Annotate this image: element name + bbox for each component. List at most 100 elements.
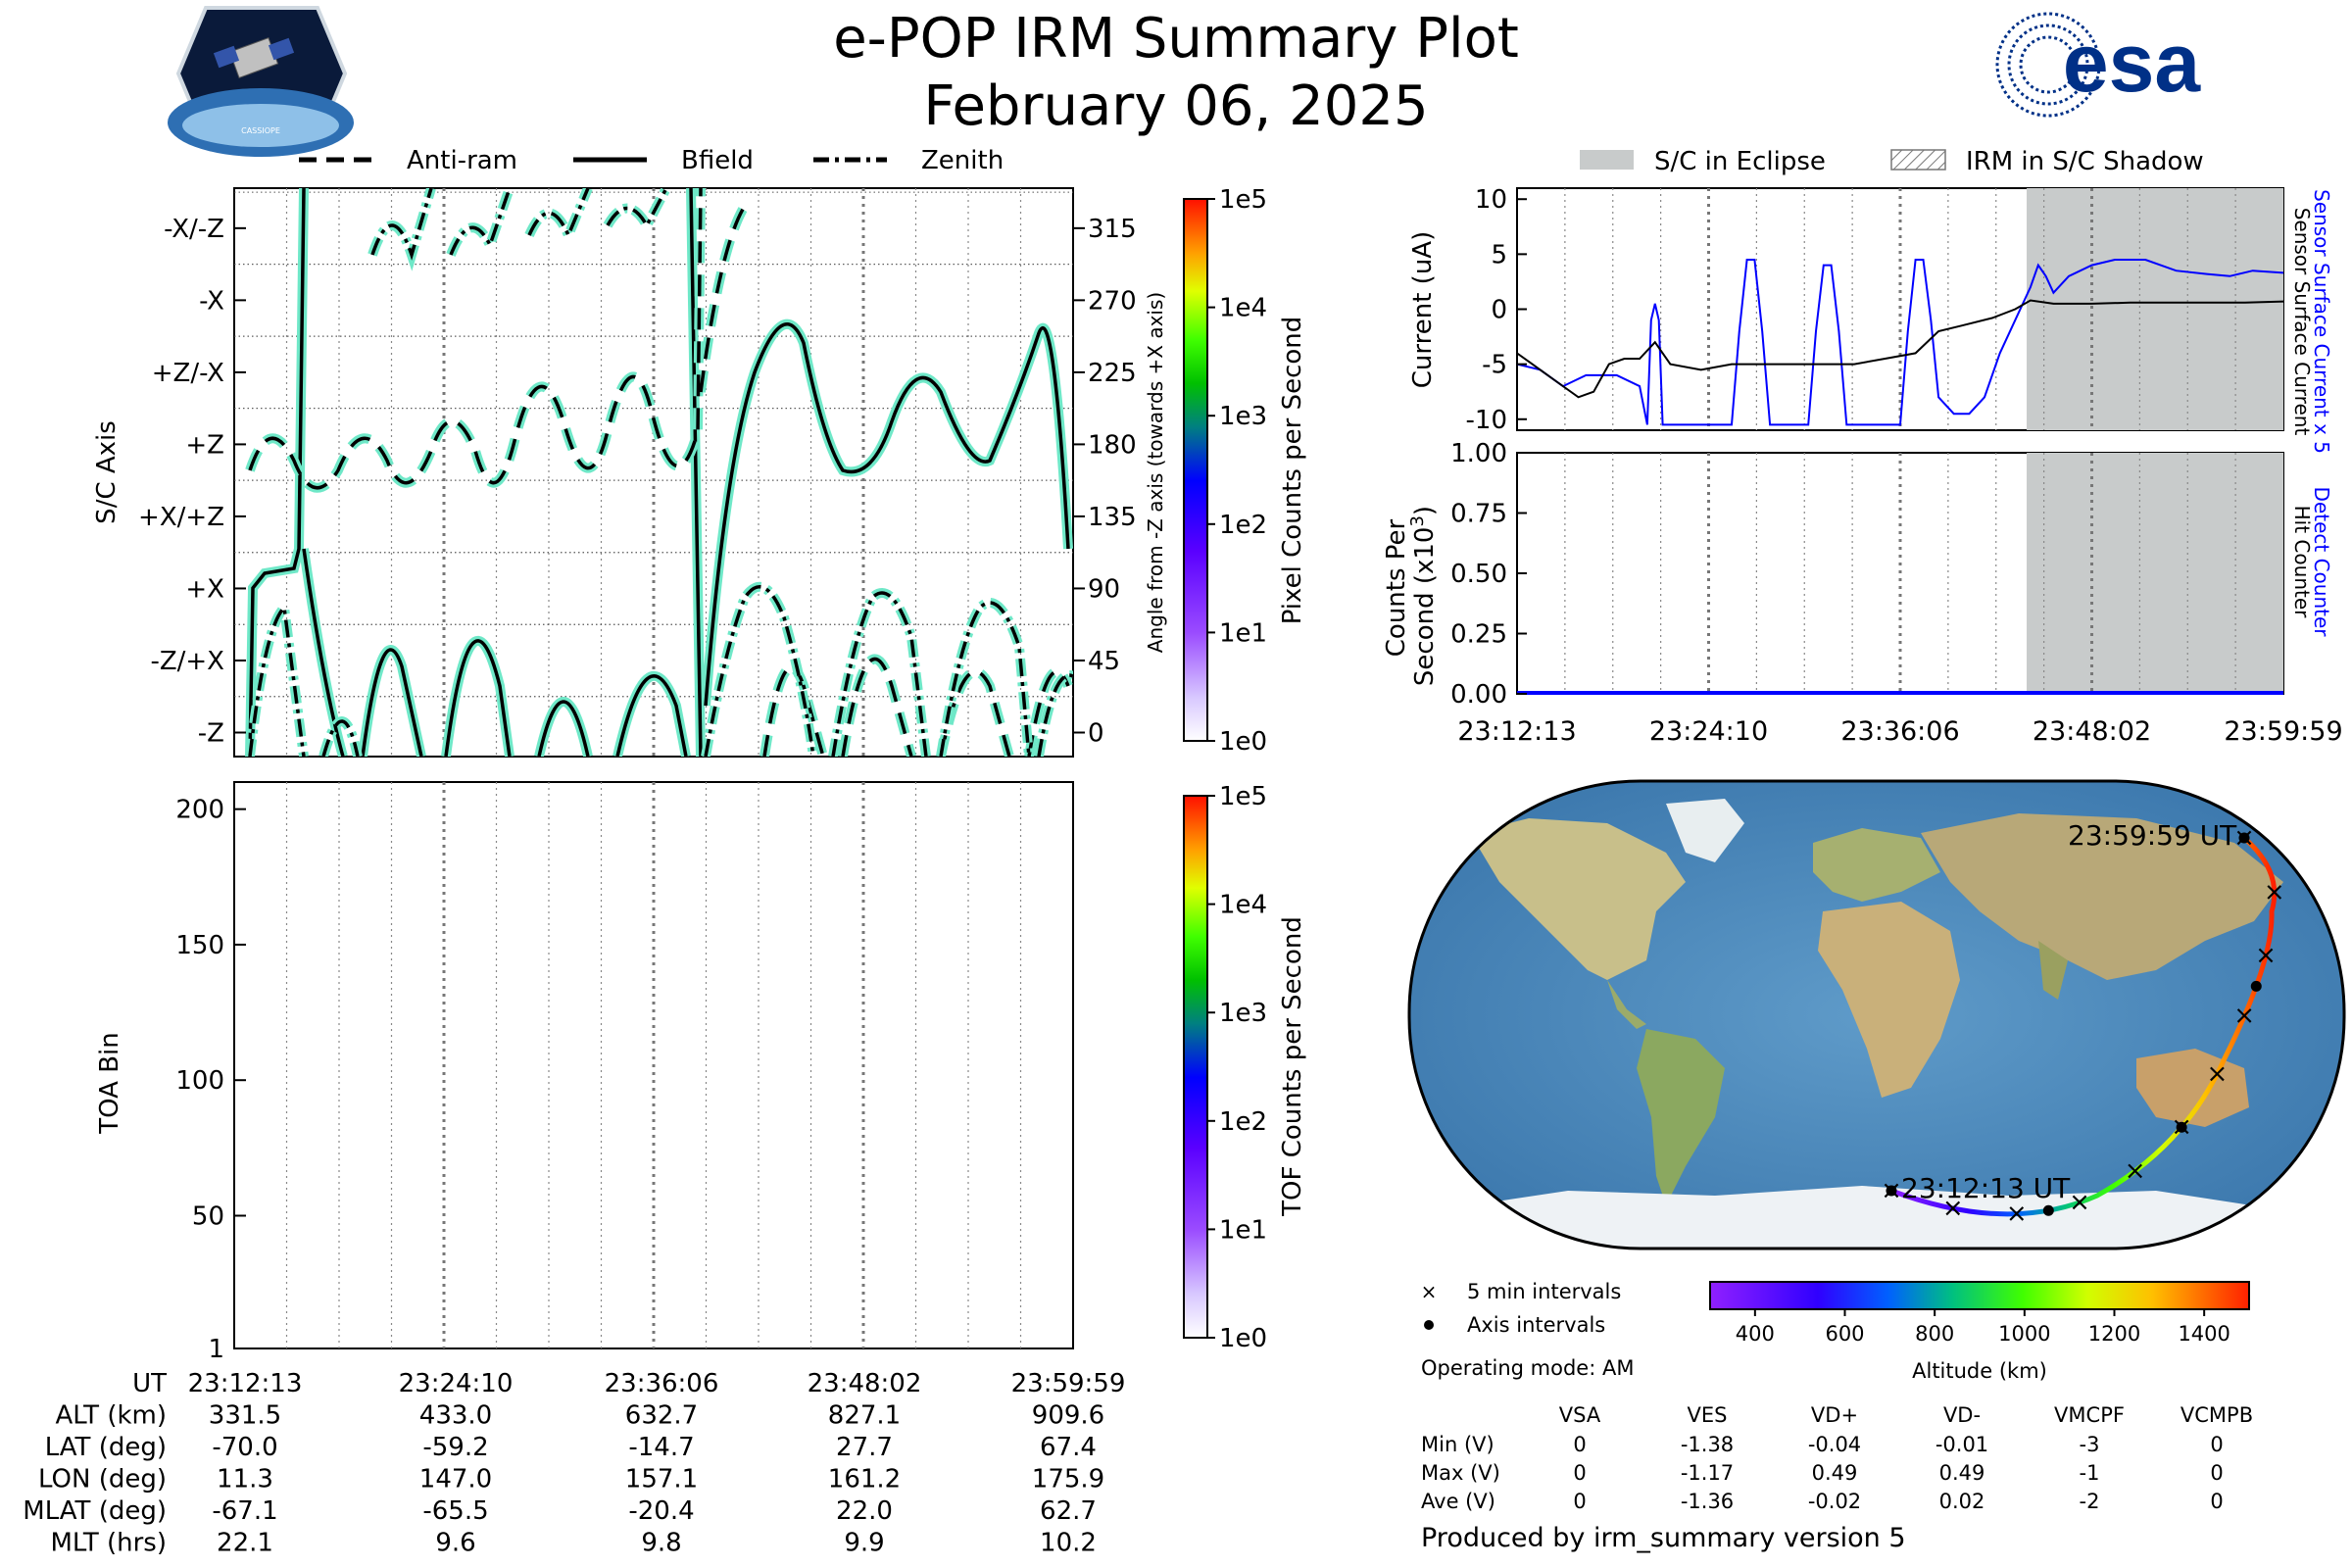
time-tick-label: 23:36:06 [1840,716,1959,747]
toa-tick-label: 100 [175,1066,224,1096]
counts-tick-label: 0.25 [1450,620,1507,650]
voltage-cell: -1.38 [1681,1433,1734,1456]
toa-tick-label: 1 [208,1335,224,1364]
altitude-tick-label: 1200 [2088,1322,2140,1346]
axis-panel: -X/-Z -X +Z/-X +Z +X/+Z +X -Z/+X -Z 315 270 225 18… [92,187,1167,758]
axis-interval-marker [1886,1185,1897,1197]
orbit-row-label: LAT (deg) [45,1433,167,1462]
orbit-cell: 23:24:10 [399,1369,514,1398]
toa-tick-label: 150 [175,931,224,960]
orbit-cell: 175.9 [1032,1465,1104,1494]
sensor-current-line [1517,299,2283,399]
colorbar-tick-label: 1e0 [1219,727,1267,757]
axis-right-tick-label: 315 [1088,215,1137,244]
voltage-cell: -1.17 [1681,1461,1734,1485]
operating-mode: Operating mode: AM [1421,1356,1634,1380]
orbit-cell: -20.4 [628,1496,694,1526]
voltage-row-label: Max (V) [1421,1461,1500,1485]
voltage-row-label: Ave (V) [1421,1490,1495,1513]
voltage-header: VD- [1943,1403,1981,1427]
map-legend-5min: 5 min intervals [1467,1280,1621,1303]
colorbar-tick-label: 1e3 [1219,999,1267,1028]
axis-left-tick-label: -Z/+X [150,647,224,676]
five-min-marker: × [2255,941,2277,970]
current-tick-label: 0 [1491,296,1507,325]
legend-anti-ram-label: Anti-ram [407,146,517,175]
cassiope-logo-text: CASSIOPE [241,126,280,135]
orbit-cell: -70.0 [212,1433,277,1462]
axis-left-tick-label: +Z/-X [152,359,224,388]
orbit-cell: 23:59:59 [1011,1369,1126,1398]
axis-left-tick-label: -Z [198,718,224,748]
legend-eclipse-label: S/C in Eclipse [1654,147,1826,176]
attitude-antiram-line [248,188,1070,757]
pixel-colorbar: 1e5 1e4 1e3 1e2 1e1 1e0 Pixel Counts per Seco… [1183,185,1307,757]
axis-left-tick-label: -X/-Z [164,215,224,244]
eclipse-region [2027,453,2283,694]
voltage-cell: -0.01 [1936,1433,1988,1456]
orbit-map: ××××××××××× 23:12:13 UT 23:59:59 UT [1407,779,2346,1250]
voltage-cell: 0 [2210,1433,2223,1456]
voltage-cell: -2 [2080,1490,2100,1513]
counts-panel: 1.00 0.75 0.50 0.25 0.00 Counts Per Second (… [1382,439,2333,710]
time-tick-label: 23:12:13 [1457,716,1576,747]
orbit-row-label: LON (deg) [38,1465,167,1494]
axis-right-tick-label: 180 [1088,430,1137,460]
eclipse-region [2027,188,2283,430]
axis-interval-marker [2176,1121,2187,1133]
orbit-cell: -14.7 [628,1433,694,1462]
axis-interval-marker-icon [1424,1320,1434,1330]
five-min-marker: × [2206,1059,2228,1089]
land-masses [1470,799,2283,1249]
axis-right-tick-label: 270 [1088,286,1137,316]
counts-right-label-black: Hit Counter [2290,506,2314,618]
legend-attitude: Anti-ram Bfield Zenith [299,146,1004,175]
altitude-tick-label: 1400 [2178,1322,2230,1346]
orbit-cell: 10.2 [1040,1529,1097,1558]
toa-tick-label: 50 [192,1201,224,1231]
current-tick-label: 5 [1491,240,1507,270]
axis-right-tick-label: 135 [1088,503,1137,532]
axis-left-tick-label: +X [185,574,224,604]
axis-interval-marker [2042,1204,2054,1216]
voltage-cell: -3 [2080,1433,2100,1456]
esa-logo: esa [1995,12,2201,118]
colorbar-tick-label: 1e2 [1219,1107,1267,1137]
orbit-cell: 27.7 [836,1433,893,1462]
counts-tick-label: 1.00 [1450,439,1507,468]
orbit-cell: 909.6 [1032,1401,1104,1431]
orbit-track [1890,836,2278,1217]
legend-shadow-label: IRM in S/C Shadow [1966,147,2204,176]
map-legend-axis: Axis intervals [1467,1313,1605,1337]
colorbar-tick-label: 1e1 [1219,618,1267,648]
altitude-tick-label: 1000 [1998,1322,2050,1346]
orbit-cell: 23:36:06 [605,1369,719,1398]
time-tick-label: 23:48:02 [2033,716,2151,747]
map-start-label: 23:12:13 UT [1901,1172,2071,1204]
page-date: February 06, 2025 [923,74,1428,138]
pixel-colorbar-label: Pixel Counts per Second [1278,317,1307,625]
axis-right-tick-label: 90 [1088,574,1120,604]
orbit-row-label: MLT (hrs) [51,1529,168,1558]
legend-eclipse: S/C in Eclipse IRM in S/C Shadow [1580,147,2204,176]
orbit-cell: 22.1 [217,1529,273,1558]
altitude-tick-label: 600 [1825,1322,1864,1346]
legend-eclipse-swatch [1580,150,1634,170]
five-min-marker: × [2069,1188,2090,1217]
voltage-cell: -1.36 [1681,1490,1734,1513]
altitude-colorbar: 400 600 800 1000 1200 1400 Altitude (km) [1709,1281,2250,1383]
orbit-cell: 23:48:02 [808,1369,922,1398]
colorbar-tick-label: 1e1 [1219,1215,1267,1245]
axis-right-tick-label: 225 [1088,359,1137,388]
current-right-label-black: Sensor Surface Current [2290,208,2314,436]
time-tick-label: 23:24:10 [1649,716,1768,747]
voltage-cell: 0.49 [1939,1461,1985,1485]
orbit-table: UT 23:12:13 23:24:10 23:36:06 23:48:02 23:59:… [23,1369,1125,1558]
altitude-tick-label: 400 [1736,1322,1775,1346]
axis-interval-marker [2238,832,2250,844]
five-min-marker-icon: × [1421,1280,1438,1303]
counts-tick-label: 0.75 [1450,500,1507,529]
voltage-cell: 0 [2210,1490,2223,1513]
orbit-row-label: ALT (km) [55,1401,167,1431]
